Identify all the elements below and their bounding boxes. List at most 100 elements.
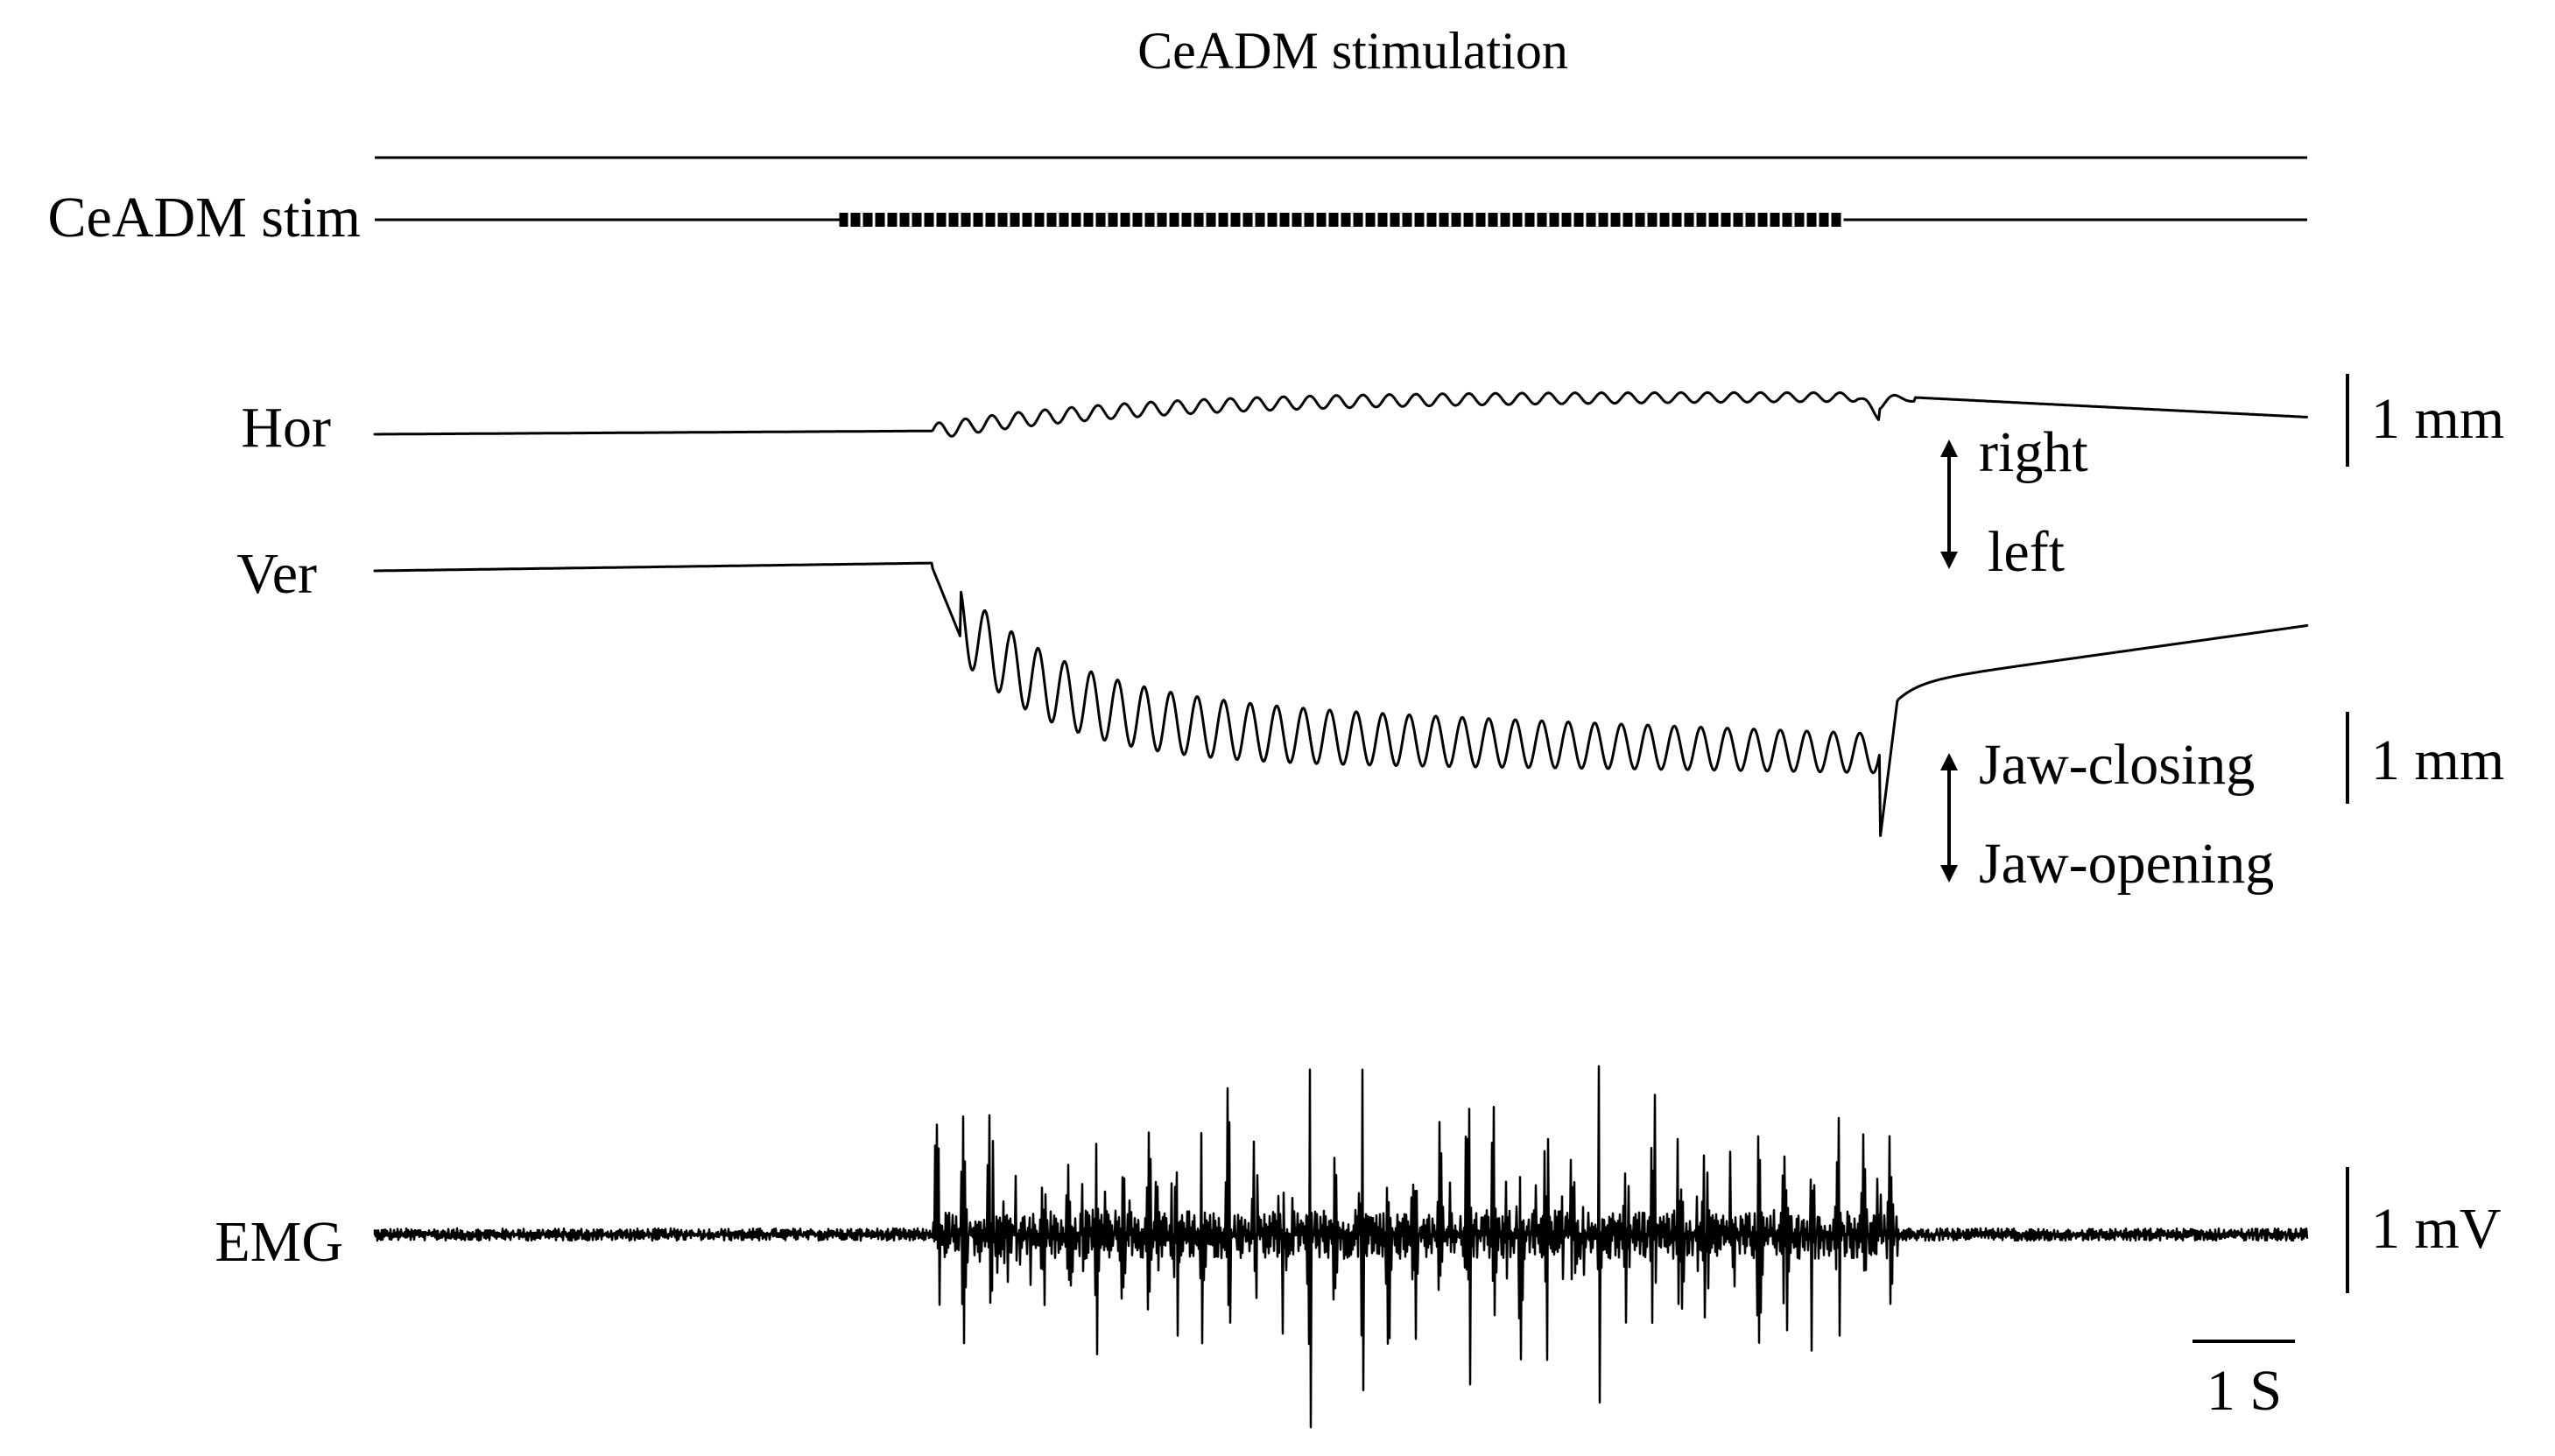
stim-pulse-gap xyxy=(933,213,937,227)
stim-pulse-gap xyxy=(1228,213,1231,227)
stim-pulse-gap xyxy=(1240,213,1243,227)
stim-pulse-gap xyxy=(1583,213,1587,227)
hor-down-label: left xyxy=(1988,520,2065,584)
emg-trace xyxy=(373,1065,2309,1429)
ver-direction-arrow xyxy=(1940,753,1958,883)
stim-pulse-gap xyxy=(1301,213,1305,227)
stim-pulse-gap xyxy=(1399,213,1403,227)
stim-pulse-gap xyxy=(1326,213,1329,227)
stim-pulse-gap xyxy=(1264,213,1268,227)
ver-scale-label: 1 mm xyxy=(2371,728,2504,792)
stim-pulse-gap xyxy=(1019,213,1023,227)
chart-title: CeADM stimulation xyxy=(1137,22,1568,80)
stim-pulse-gap xyxy=(1166,213,1170,227)
stim-pulse-gap xyxy=(1007,213,1010,227)
stim-pulse-gap xyxy=(1215,213,1219,227)
stim-pulse-gap xyxy=(1424,213,1427,227)
stim-pulse-gap xyxy=(1203,213,1207,227)
stim-pulse-gap xyxy=(1080,213,1084,227)
ver-up-label: Jaw-closing xyxy=(1979,733,2255,797)
stim-pulse-gap xyxy=(1031,213,1035,227)
stim-pulse-gap xyxy=(1485,213,1489,227)
stim-pulse-gap xyxy=(1142,213,1145,227)
stim-pulse-gap xyxy=(1461,213,1464,227)
stim-pulse-gap xyxy=(1742,213,1746,227)
stim-pulse-gap xyxy=(1644,213,1648,227)
stim-pulse-gap xyxy=(1693,213,1697,227)
stim-pulse-gap xyxy=(1657,213,1660,227)
stim-pulse-gap xyxy=(1313,213,1317,227)
stim-pulse-gap xyxy=(1436,213,1439,227)
stim-pulse-gap xyxy=(1767,213,1770,227)
stim-pulse-gap xyxy=(1277,213,1280,227)
stim-pulse-gap xyxy=(1093,213,1096,227)
stim-pulse-gap xyxy=(1755,213,1758,227)
stim-pulse-gap xyxy=(1706,213,1709,227)
stim-pulse-gap xyxy=(1681,213,1685,227)
stim-pulse-gap xyxy=(1044,213,1047,227)
hor-scale-label: 1 mm xyxy=(2371,387,2504,451)
stim-pulse-gap xyxy=(1779,213,1783,227)
stim-pulse-gap xyxy=(1473,213,1476,227)
stim-pulse-gap xyxy=(1387,213,1390,227)
hor-direction-arrow xyxy=(1940,440,1958,569)
stim-pulse-gap xyxy=(1411,213,1415,227)
hor-channel-label: Hor xyxy=(241,396,331,460)
stim-pulse-gap xyxy=(872,213,876,227)
stim-pulse-gap xyxy=(1632,213,1636,227)
stim-pulse-gap xyxy=(1154,213,1158,227)
stim-pulse-gap xyxy=(1828,213,1832,227)
emg-scale-label: 1 mV xyxy=(2371,1197,2502,1261)
stim-pulse-gap xyxy=(1105,213,1109,227)
stim-pulse-gap xyxy=(1289,213,1292,227)
ver-channel-label: Ver xyxy=(236,542,317,606)
stim-pulse-gap xyxy=(1816,213,1819,227)
stim-pulse-gap xyxy=(860,213,863,227)
stim-pulse-gap xyxy=(1522,213,1525,227)
stim-pulse-gap xyxy=(1730,213,1734,227)
hor-up-label: right xyxy=(1979,420,2088,484)
stim-pulse-gap xyxy=(1375,213,1378,227)
stim-pulse-gap xyxy=(1191,213,1194,227)
stim-pulse-gap xyxy=(946,213,949,227)
stim-pulse-gap xyxy=(1117,213,1121,227)
stim-pulse-gap xyxy=(1669,213,1672,227)
ver-down-label: Jaw-opening xyxy=(1979,832,2274,896)
stim-pulse-gap xyxy=(1130,213,1133,227)
stim-channel-label: CeADM stim xyxy=(47,186,361,250)
stim-pulse-gap xyxy=(884,213,888,227)
stim-pulse-gap xyxy=(848,213,851,227)
stim-pulse-gap xyxy=(1068,213,1072,227)
stim-pulse-gap xyxy=(970,213,974,227)
stim-pulse-gap xyxy=(1056,213,1059,227)
stim-pulse-gap xyxy=(982,213,986,227)
stim-pulse-gap xyxy=(1841,213,1844,227)
stim-pulse-gap xyxy=(1252,213,1256,227)
stim-pulse-gap xyxy=(1718,213,1721,227)
ver-trace xyxy=(373,561,2309,837)
stim-pulse-gap xyxy=(1534,213,1538,227)
stim-pulse-gap xyxy=(1804,213,1807,227)
time-scale-label: 1 S xyxy=(2207,1359,2282,1423)
stim-pulse-gap xyxy=(1791,213,1795,227)
stim-pulse-gap xyxy=(1338,213,1341,227)
stim-pulse-gap xyxy=(1571,213,1574,227)
stim-pulse-gap xyxy=(1559,213,1562,227)
stim-trace xyxy=(375,213,2307,227)
hor-trace xyxy=(373,390,2308,438)
stim-pulse-gap xyxy=(958,213,961,227)
stim-pulse-gap xyxy=(921,213,925,227)
stim-pulse-gap xyxy=(1497,213,1501,227)
stim-pulse-gap xyxy=(1510,213,1513,227)
stim-pulse-gap xyxy=(1546,213,1550,227)
stim-pulse-gap xyxy=(1362,213,1366,227)
stim-pulse-gap xyxy=(1595,213,1599,227)
stim-pulse-gap xyxy=(1620,213,1623,227)
stim-pulse-gap xyxy=(1448,213,1452,227)
stim-pulse-gap xyxy=(1350,213,1354,227)
emg-channel-label: EMG xyxy=(215,1210,343,1274)
stim-pulse-gap xyxy=(909,213,912,227)
stim-pulse-gap xyxy=(1608,213,1611,227)
stim-pulse-gap xyxy=(995,213,998,227)
